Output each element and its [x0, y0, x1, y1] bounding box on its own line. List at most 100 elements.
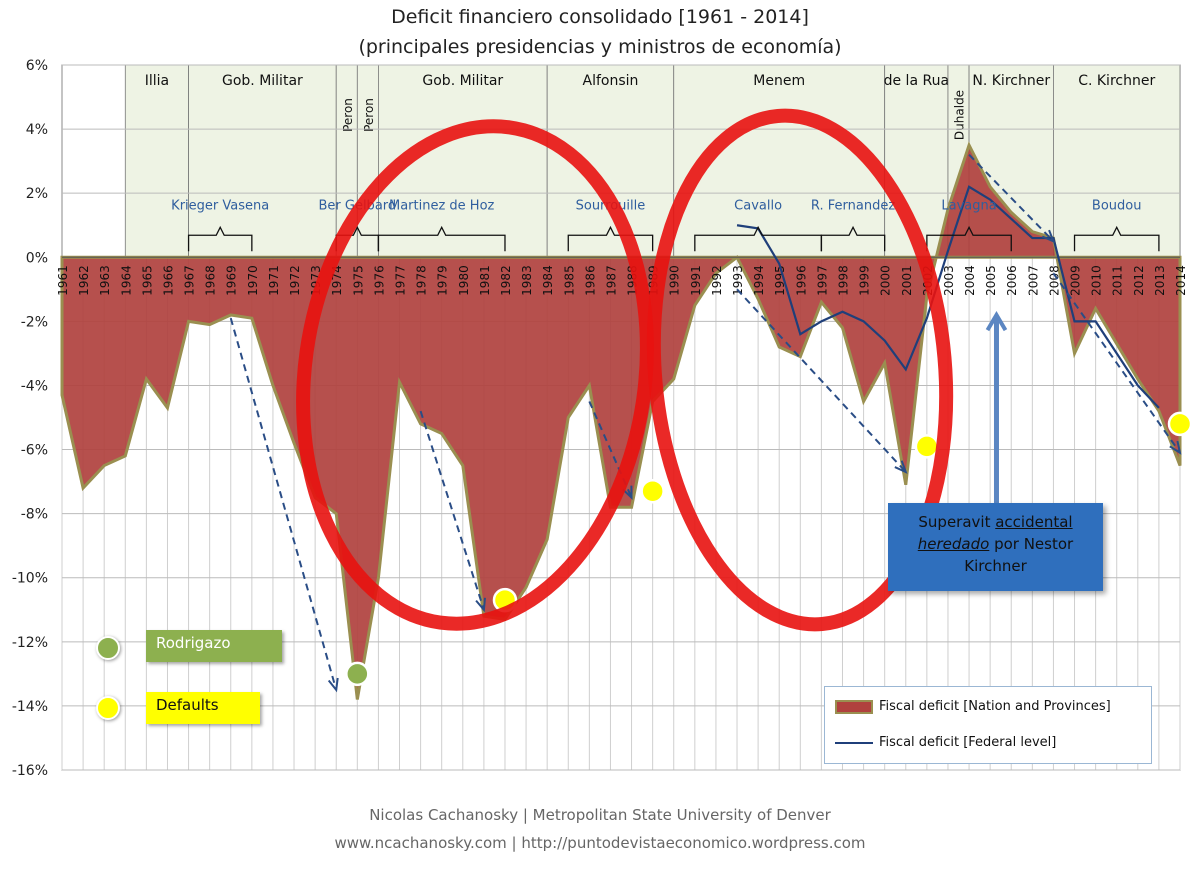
x-tick-label: 1968 [204, 265, 218, 296]
x-tick-label: 2012 [1132, 265, 1146, 296]
x-tick-label: 2010 [1090, 265, 1104, 296]
legend: Fiscal deficit [Nation and Provinces] Fi… [824, 686, 1152, 764]
x-tick-label: 1981 [478, 265, 492, 296]
x-tick-label: 2003 [942, 265, 956, 296]
x-tick-label: 1987 [604, 265, 618, 296]
trend-arrow [229, 317, 338, 691]
default-marker [1167, 411, 1193, 437]
x-tick-label: 2006 [1005, 265, 1019, 296]
presidency-label: de la Rua [884, 73, 949, 89]
x-tick-label: 1967 [183, 265, 197, 296]
x-tick-label: 2004 [963, 265, 977, 296]
presidency-label: Gob. Militar [422, 73, 503, 89]
minister-label: Martinez de Hoz [389, 198, 495, 213]
chart-subtitle: (principales presidencias y ministros de… [358, 36, 842, 58]
x-tick-label: 1962 [77, 265, 91, 296]
x-tick-label: 2011 [1111, 265, 1125, 296]
footer-links: www.ncachanosky.com | http://puntodevist… [334, 834, 866, 852]
presidency-label: C. Kirchner [1078, 73, 1155, 89]
x-tick-label: 1975 [351, 265, 365, 296]
legend-label-nation: Fiscal deficit [Nation and Provinces] [879, 699, 1111, 714]
callout-arrow-head [985, 311, 1008, 332]
trend-arrow [736, 288, 907, 473]
x-tick-label: 1980 [457, 265, 471, 296]
presidency-label: Alfonsin [583, 73, 639, 89]
rodrigazo-marker [345, 661, 370, 687]
minister-label: R. Fernandez [811, 198, 895, 213]
legend-label-federal: Fiscal deficit [Federal level] [879, 735, 1057, 750]
presidency-band [124, 64, 189, 258]
y-tick-label: 2% [26, 186, 48, 202]
x-tick-label: 1999 [858, 265, 872, 296]
default-marker [640, 478, 665, 504]
presidency-band [188, 64, 337, 258]
line-series-federal [736, 185, 1160, 409]
legend-item-federal: Fiscal deficit [Federal level] [835, 735, 1056, 750]
y-tick-label: -4% [21, 378, 48, 394]
x-tick-label: 1993 [731, 265, 745, 296]
x-tick-label: 1965 [140, 265, 154, 296]
x-tick-label: 2009 [1069, 265, 1083, 296]
trend-arrow-head [475, 597, 486, 613]
trend-arrow [419, 410, 485, 611]
x-tick-label: 2000 [879, 265, 893, 296]
x-tick-label: 1991 [689, 265, 703, 296]
legend-item-nation: Fiscal deficit [Nation and Provinces] [835, 699, 1111, 714]
x-tick-label: 2013 [1153, 265, 1167, 296]
callout-text-2: accidental [995, 513, 1073, 531]
minister-bracket [187, 225, 253, 252]
footer-author: Nicolas Cachanosky | Metropolitan State … [369, 806, 831, 824]
annotation-ellipse-left [296, 119, 654, 631]
x-tick-label: 1976 [372, 265, 386, 296]
callout-text-4: por Nestor Kirchner [964, 535, 1074, 575]
rodrigazo-legend-dot [96, 636, 120, 660]
annotation-ellipse-right [646, 108, 954, 632]
minister-label: Krieger Vasena [171, 198, 269, 213]
x-tick-label: 1972 [288, 265, 302, 296]
trend-arrow-head [327, 677, 339, 693]
trend-arrow [968, 154, 1055, 242]
trend-arrow [1052, 272, 1181, 454]
x-tick-label: 1990 [668, 265, 682, 296]
x-tick-label: 2005 [984, 265, 998, 296]
minister-bracket [567, 225, 654, 252]
chart-title: Deficit financiero consolidado [1961 - 2… [391, 6, 809, 28]
x-tick-label: 1992 [710, 265, 724, 296]
x-tick-label: 1984 [541, 265, 555, 296]
y-tick-label: -14% [12, 699, 48, 715]
x-tick-label: 2014 [1174, 265, 1188, 296]
x-tick-label: 1979 [436, 265, 450, 296]
y-tick-label: 4% [26, 122, 48, 138]
presidency-label: Peron [362, 98, 376, 132]
x-tick-label: 2007 [1026, 265, 1040, 296]
presidency-band [1053, 64, 1181, 258]
minister-label: Lavagna [941, 198, 996, 213]
presidency-label: Duhalde [953, 90, 967, 140]
x-tick-label: 1963 [98, 265, 112, 296]
minister-bracket [377, 225, 506, 252]
defaults-label: Defaults [146, 692, 260, 724]
trend-arrow-head [894, 460, 908, 474]
y-tick-label: 6% [26, 58, 48, 74]
defaults-legend-dot [96, 696, 120, 720]
legend-swatch-area [835, 699, 873, 714]
minister-bracket [1073, 225, 1160, 252]
y-tick-label: -8% [21, 507, 48, 523]
x-tick-label: 1983 [520, 265, 534, 296]
minister-label: Cavallo [734, 198, 782, 213]
legend-swatch-line [835, 741, 873, 744]
x-tick-label: 1994 [752, 265, 766, 296]
x-tick-label: 1982 [499, 265, 513, 296]
x-tick-label: 1970 [246, 265, 260, 296]
x-tick-label: 1996 [794, 265, 808, 296]
minister-bracket [820, 225, 886, 252]
x-tick-label: 1986 [583, 265, 597, 296]
y-tick-label: -6% [21, 443, 48, 459]
minister-label: Boudou [1092, 198, 1142, 213]
x-tick-label: 1966 [161, 265, 175, 296]
superavit-callout: Superavit accidental heredado por Nestor… [888, 503, 1103, 591]
x-tick-label: 1995 [773, 265, 787, 296]
area-series-nation [60, 141, 1182, 700]
